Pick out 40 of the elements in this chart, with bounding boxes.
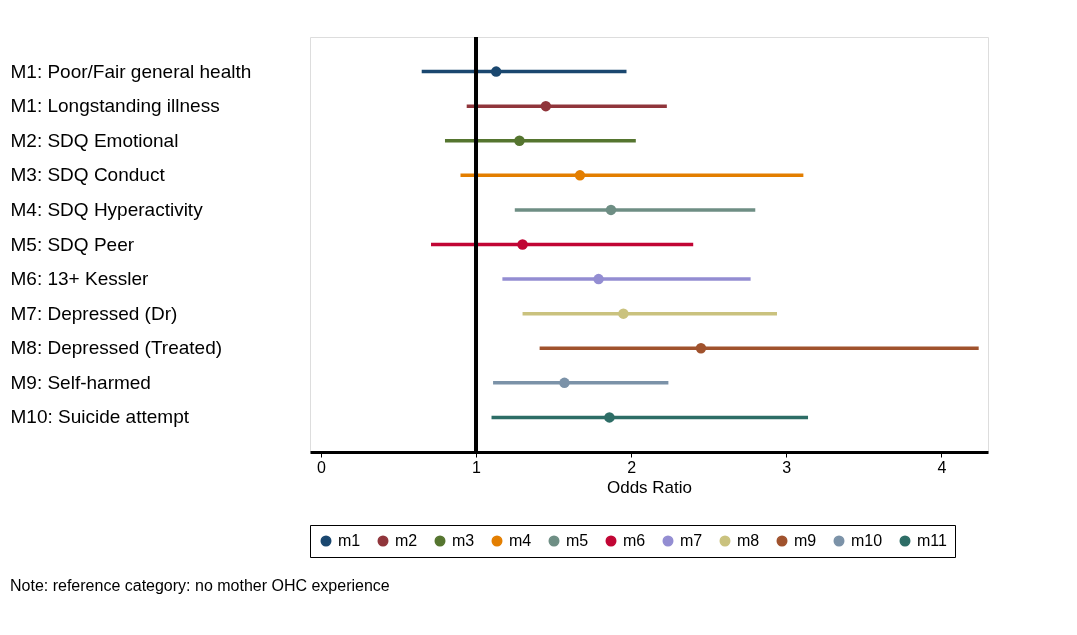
x-tick-label: 2 xyxy=(627,458,637,476)
x-tick-label: 1 xyxy=(472,458,482,476)
y-tick-label: M10: Suicide attempt xyxy=(10,406,190,428)
y-tick-label: M2: SDQ Emotional xyxy=(10,129,179,151)
legend-label: m9 xyxy=(794,532,817,549)
x-tick-label: 0 xyxy=(316,458,326,476)
x-tick-label: 4 xyxy=(937,458,947,476)
y-tick-label: M4: SDQ Hyperactivity xyxy=(10,198,204,220)
y-tick-label: M3: SDQ Conduct xyxy=(10,164,166,186)
legend-label: m8 xyxy=(737,532,760,549)
y-tick-label: M6: 13+ Kessler xyxy=(10,268,149,290)
point xyxy=(593,273,604,285)
y-tick-label: M7: Depressed (Dr) xyxy=(10,302,178,324)
point xyxy=(514,135,525,146)
legend-label: m10 xyxy=(851,532,883,549)
point xyxy=(604,412,615,423)
legend-label: m6 xyxy=(623,532,646,549)
point xyxy=(605,204,617,216)
x-tick-label: 3 xyxy=(782,458,792,476)
y-tick-label: M1: Longstanding illness xyxy=(10,95,220,117)
point xyxy=(559,377,570,389)
y-tick-label: M5: SDQ Peer xyxy=(10,233,135,255)
point xyxy=(695,343,707,354)
legend-label: m4 xyxy=(509,532,532,549)
legend-label: m1 xyxy=(338,532,361,549)
point xyxy=(517,239,528,250)
x-axis-title: Odds Ratio xyxy=(606,477,693,497)
point xyxy=(540,100,552,112)
point xyxy=(574,170,586,181)
y-tick-label: M8: Depressed (Treated) xyxy=(10,337,223,359)
y-tick-label: M9: Self-harmed xyxy=(10,371,151,393)
text: Note: reference category: no mother OHC experience xyxy=(10,576,390,594)
legend-label: m2 xyxy=(395,532,418,549)
point xyxy=(618,308,629,319)
y-tick-label: M1: Poor/Fair general health xyxy=(10,60,252,82)
legend-label: m3 xyxy=(452,532,475,549)
point xyxy=(490,66,502,77)
legend-label: m11 xyxy=(917,532,948,549)
legend-label: m5 xyxy=(566,532,589,549)
legend-label: m7 xyxy=(680,532,703,549)
